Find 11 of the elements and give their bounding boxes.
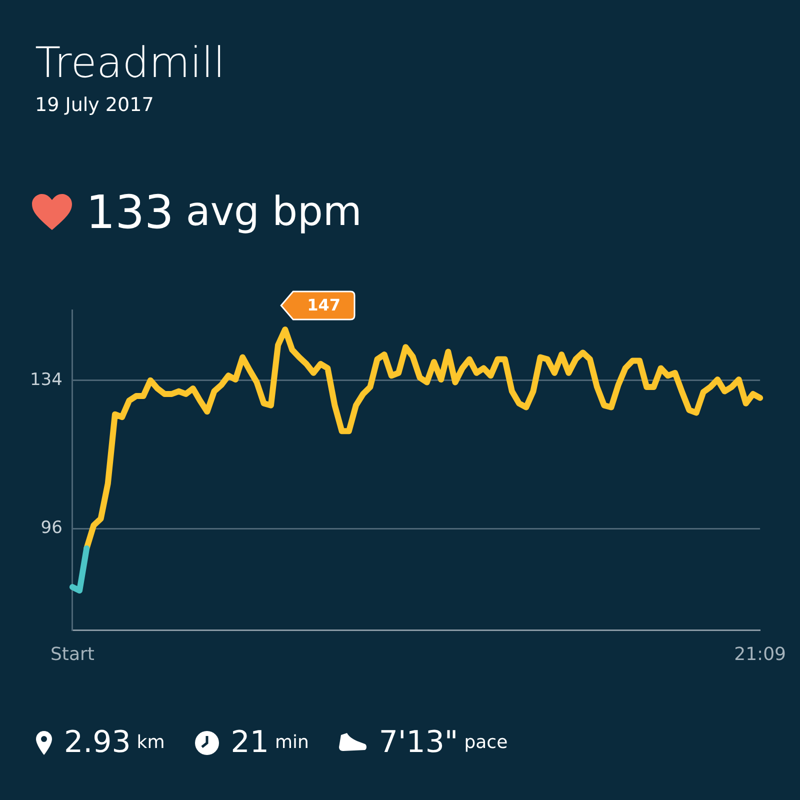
chart-title: Treadmill — [35, 38, 225, 87]
x-tick-label: Start — [50, 644, 94, 665]
x-tick-label: 21:09 — [734, 644, 786, 665]
y-tick-label: 134 — [30, 370, 62, 390]
chart-subtitle: 19 July 2017 — [35, 94, 154, 116]
y-tick-label: 96 — [40, 518, 62, 538]
text: 7'13" pace — [378, 725, 508, 760]
text: 2.93 km — [64, 725, 165, 760]
text: 133 avg bpm — [86, 185, 362, 239]
text: 21 min — [230, 725, 309, 760]
annotation: 147 — [307, 296, 341, 315]
